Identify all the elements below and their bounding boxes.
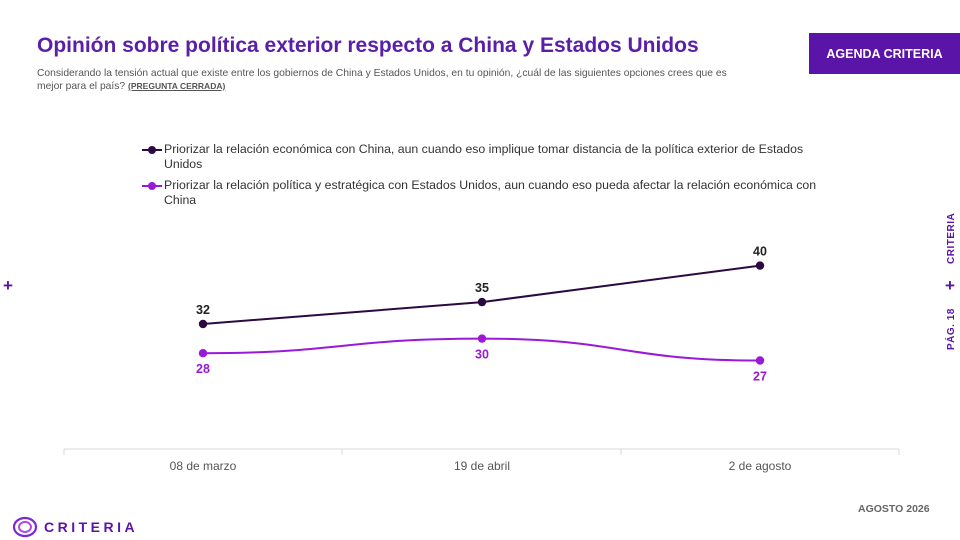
series-2-data-label-1: 30 xyxy=(475,348,489,362)
series-2-point-0 xyxy=(198,349,208,358)
page-title: Opinión sobre política exterior respecto… xyxy=(37,34,699,57)
page-number: PÁG. 18 xyxy=(946,308,957,350)
series-1-data-label-2: 40 xyxy=(753,245,767,259)
question-text: Considerando la tensión actual que exist… xyxy=(37,68,737,93)
criteria-logo: CRITERIA xyxy=(12,515,138,539)
legend-marker-series-1 xyxy=(142,146,162,154)
chart-legend: Priorizar la relación económica con Chin… xyxy=(142,142,842,214)
series-1-point-1 xyxy=(477,297,487,307)
legend-item-series-2: Priorizar la relación política y estraté… xyxy=(142,178,842,208)
criteria-logo-icon xyxy=(12,516,38,538)
x-tick-label-1: 19 de abril xyxy=(454,459,510,473)
series-2-data-label-2: 27 xyxy=(753,370,767,384)
x-tick-label-0: 08 de marzo xyxy=(170,459,237,473)
legend-marker-series-2 xyxy=(142,182,162,190)
question-body: Considerando la tensión actual que exist… xyxy=(37,68,727,92)
left-plus-icon: + xyxy=(3,276,13,295)
agenda-badge: AGENDA CRITERIA xyxy=(809,33,960,74)
series-1-point-0 xyxy=(198,319,208,329)
series-1-data-label-1: 35 xyxy=(475,281,489,295)
right-plus-icon: + xyxy=(945,276,955,295)
series-1-data-label-0: 32 xyxy=(196,303,210,317)
x-tick-label-2: 2 de agosto xyxy=(729,459,792,473)
series-2-data-label-0: 28 xyxy=(196,362,210,376)
legend-item-series-1: Priorizar la relación económica con Chin… xyxy=(142,142,842,172)
series-2-point-1 xyxy=(477,334,487,343)
series-1-point-2 xyxy=(755,261,765,270)
legend-label-series-2: Priorizar la relación política y estraté… xyxy=(164,178,817,207)
logo-text: CRITERIA xyxy=(44,519,139,535)
legend-label-series-1: Priorizar la relación económica con Chin… xyxy=(164,142,804,171)
series-2-point-2 xyxy=(755,356,765,365)
question-note: (PREGUNTA CERRADA) xyxy=(128,81,226,91)
report-date: AGOSTO 2026 xyxy=(858,503,930,515)
side-brand-label: CRITERIA xyxy=(946,212,957,264)
